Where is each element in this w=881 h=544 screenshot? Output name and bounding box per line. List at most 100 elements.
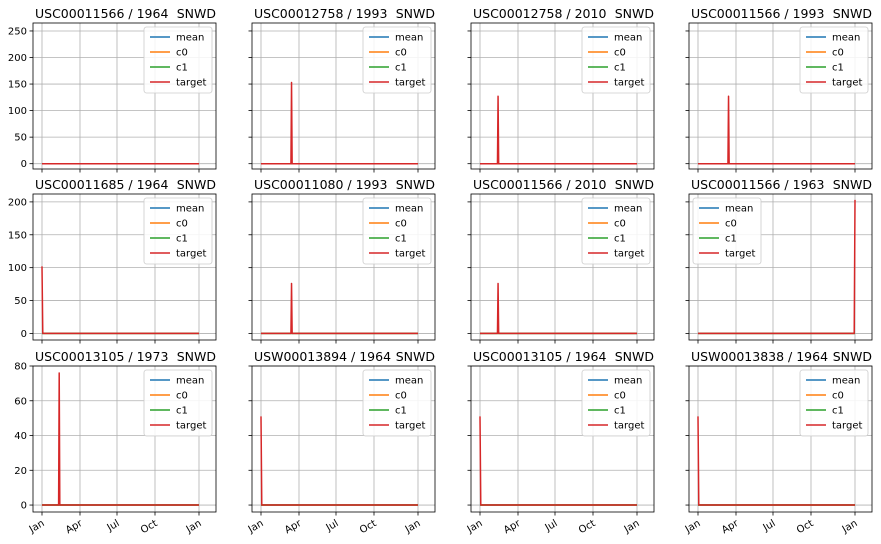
subplot-title: USC00013105 / 1964 [473,349,606,364]
legend-label-target: target [176,421,206,432]
series-target [698,95,855,165]
x-tick-label: Jan [683,518,703,536]
x-tick-label: Jan [184,518,204,536]
plot-frame [32,365,217,513]
legend-label-c0: c0 [614,48,626,59]
legend: mean c0 c1 target [581,26,651,94]
subplot-variable: SNWD [833,6,872,21]
subplot-variable: SNWD [177,349,216,364]
legend-label-target: target [395,249,425,260]
series-target [260,416,418,506]
legend-label-c0: c0 [395,391,407,402]
subplot-7: USC00011566 / 2010 SNWD mean c0 c1 target [467,177,655,344]
subplot-11: USC00013105 / 1964 SNWD Jan Apr Jul Oct Jan mea… [465,349,655,536]
subplot-5: USC00011685 / 1964 SNWD 0 50 100 150 200 mean c0… [8,177,217,344]
x-tick-label: Oct [795,518,816,536]
x-tick-label: Jan [840,518,860,536]
legend: mean c0 c1 target [143,197,213,265]
legend-label-target: target [395,421,425,432]
legend-box [692,197,762,265]
plot-frame [251,365,436,513]
legend-label-target: target [832,78,862,89]
legend-label-c1: c1 [176,406,188,417]
subplot-8: USC00011566 / 1963 SNWD mean c0 c1 target [685,177,873,344]
series-target [42,372,199,506]
legend: mean c0 c1 target [581,369,651,437]
legend-label-target: target [614,249,644,260]
plot-frame [32,22,217,170]
x-tick-label: Jan [403,518,423,536]
legend-label-mean: mean [832,376,860,387]
y-tick-label: 60 [14,396,27,407]
legend: mean c0 c1 target [799,26,869,94]
y-tick-label: 40 [14,431,27,442]
legend-label-c0: c0 [832,48,844,59]
legend-box [362,197,432,265]
y-tick-label: 0 [21,501,27,512]
legend-label-c0: c0 [395,219,407,230]
legend-label-c0: c0 [614,391,626,402]
x-tick-label: Apr [720,518,741,537]
x-tick-label: Apr [64,518,85,537]
legend: mean c0 c1 target [143,26,213,94]
subplot-variable: SNWD [615,177,654,192]
legend-label-mean: mean [832,33,860,44]
plot-frame [688,22,873,170]
legend-label-target: target [614,78,644,89]
legend-box [581,26,651,94]
subplot-variable: SNWD [396,177,435,192]
y-tick-label: 200 [8,197,27,208]
subplot-title: USC00013105 / 1973 [35,349,168,364]
subplot-title: USC00012758 / 2010 [473,6,606,21]
legend-label-c0: c0 [725,219,737,230]
subplot-9: USC00013105 / 1973 SNWD 0 20 40 60 80 Jan Apr Jul… [14,349,217,537]
x-tick-label: Jul [105,518,122,534]
subplot-10: USW00013894 / 1964 SNWD Jan Apr Jul Oct Jan mea… [246,349,436,537]
series-target [41,266,199,335]
x-tick-label: Jan [622,518,642,536]
x-tick-label: Jul [324,518,341,534]
legend-label-c1: c1 [614,63,626,74]
y-tick-label: 50 [14,296,27,307]
subplot-4: USC00011566 / 1993 SNWD mean c0 c1 target [685,6,873,173]
subplot-variable: SNWD [615,349,654,364]
series-target [480,95,637,165]
legend: mean c0 c1 target [362,26,432,94]
plot-frame [251,22,436,170]
y-tick-label: 20 [14,466,27,477]
legend-box [362,369,432,437]
legend-label-c0: c0 [176,48,188,59]
y-tick-label: 100 [8,263,27,274]
legend-label-target: target [176,78,206,89]
y-tick-label: 200 [8,53,27,64]
series-target [480,282,637,335]
legend-box [581,369,651,437]
subplot-variable: SNWD [177,177,216,192]
subplot-title: USC00011566 / 2010 [473,177,606,192]
series-target [698,199,856,335]
y-tick-label: 150 [8,230,27,241]
legend: mean c0 c1 target [362,369,432,437]
series-target [479,416,637,506]
legend-label-target: target [832,421,862,432]
legend-label-c1: c1 [614,234,626,245]
x-tick-label: Apr [283,518,304,537]
y-tick-label: 50 [14,133,27,144]
series-target [697,416,855,506]
subplot-title: USW00013894 / 1964 [254,349,391,364]
legend-label-mean: mean [725,204,753,215]
x-tick-label: Jul [543,518,560,534]
legend-label-mean: mean [395,33,423,44]
legend-box [799,26,869,94]
y-tick-label: 0 [21,329,27,340]
legend-box [143,369,213,437]
subplot-title: USC00011566 / 1963 [691,177,824,192]
y-tick-label: 250 [8,26,27,37]
series-target [261,282,418,335]
x-tick-label: Jan [27,518,47,536]
subplot-title: USC00011566 / 1993 [691,6,824,21]
subplot-12: USW00013838 / 1964 SNWD Jan Apr Jul Oct Jan mea… [683,349,873,537]
y-tick-label: 150 [8,80,27,91]
legend-label-c1: c1 [395,234,407,245]
x-tick-label: Oct [577,518,598,536]
